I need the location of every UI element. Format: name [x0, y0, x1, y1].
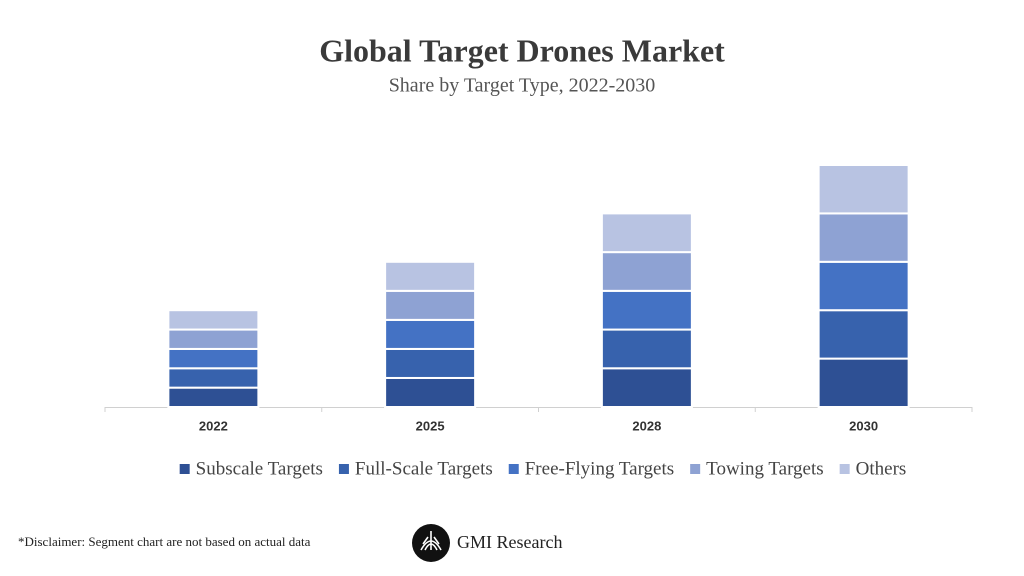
brand-logo — [412, 524, 450, 562]
bar-segment — [167, 367, 260, 389]
bar-segment — [384, 376, 477, 408]
legend-item: Full-Scale Targets — [338, 458, 493, 479]
bar-segment — [600, 328, 693, 370]
x-tick-label: 2025 — [416, 418, 445, 433]
bar-segment — [167, 386, 260, 409]
bar-segment — [384, 260, 477, 292]
bar-segment — [817, 260, 910, 312]
bar-segment — [167, 309, 260, 331]
bar-segment — [817, 164, 910, 215]
logo-icon — [420, 531, 442, 551]
legend-label: Free-Flying Targets — [525, 458, 674, 479]
legend-item: Subscale Targets — [179, 458, 323, 479]
brand-name: GMI Research — [457, 532, 562, 552]
legend-swatch — [508, 464, 519, 474]
bar-segment — [817, 309, 910, 360]
legend-label: Others — [856, 458, 907, 479]
legend: Subscale Targets Full-Scale Targets Free-F… — [179, 458, 907, 479]
bar-segment — [817, 212, 910, 263]
x-tick-label: 2022 — [199, 418, 228, 433]
x-tick-label: 2028 — [632, 418, 661, 433]
legend-label: Subscale Targets — [196, 458, 323, 479]
legend-swatch — [690, 464, 701, 474]
disclaimer: *Disclaimer: Segment chart are not based… — [18, 534, 311, 549]
legend-label: Full-Scale Targets — [355, 458, 493, 479]
legend-item: Others — [839, 458, 907, 479]
bar-segment — [167, 328, 260, 350]
legend-swatch — [179, 464, 190, 474]
bar-segment — [600, 212, 693, 254]
legend-label: Towing Targets — [706, 458, 824, 479]
chart-subtitle: Share by Target Type, 2022-2030 — [389, 75, 656, 97]
bar-segment — [600, 289, 693, 331]
bar-segment — [384, 318, 477, 350]
legend-swatch — [839, 464, 850, 474]
bar-segment — [600, 251, 693, 292]
bar-segment — [817, 357, 910, 409]
bar-segment — [384, 347, 477, 379]
bar-segment — [167, 347, 260, 370]
legend-item: Free-Flying Targets — [508, 458, 674, 479]
chart-title: Global Target Drones Market — [319, 32, 725, 68]
x-tick-label: 2030 — [849, 418, 878, 433]
bar-segment — [384, 289, 477, 321]
legend-swatch — [338, 464, 349, 474]
legend-item: Towing Targets — [690, 458, 824, 479]
bar-segment — [600, 367, 693, 408]
